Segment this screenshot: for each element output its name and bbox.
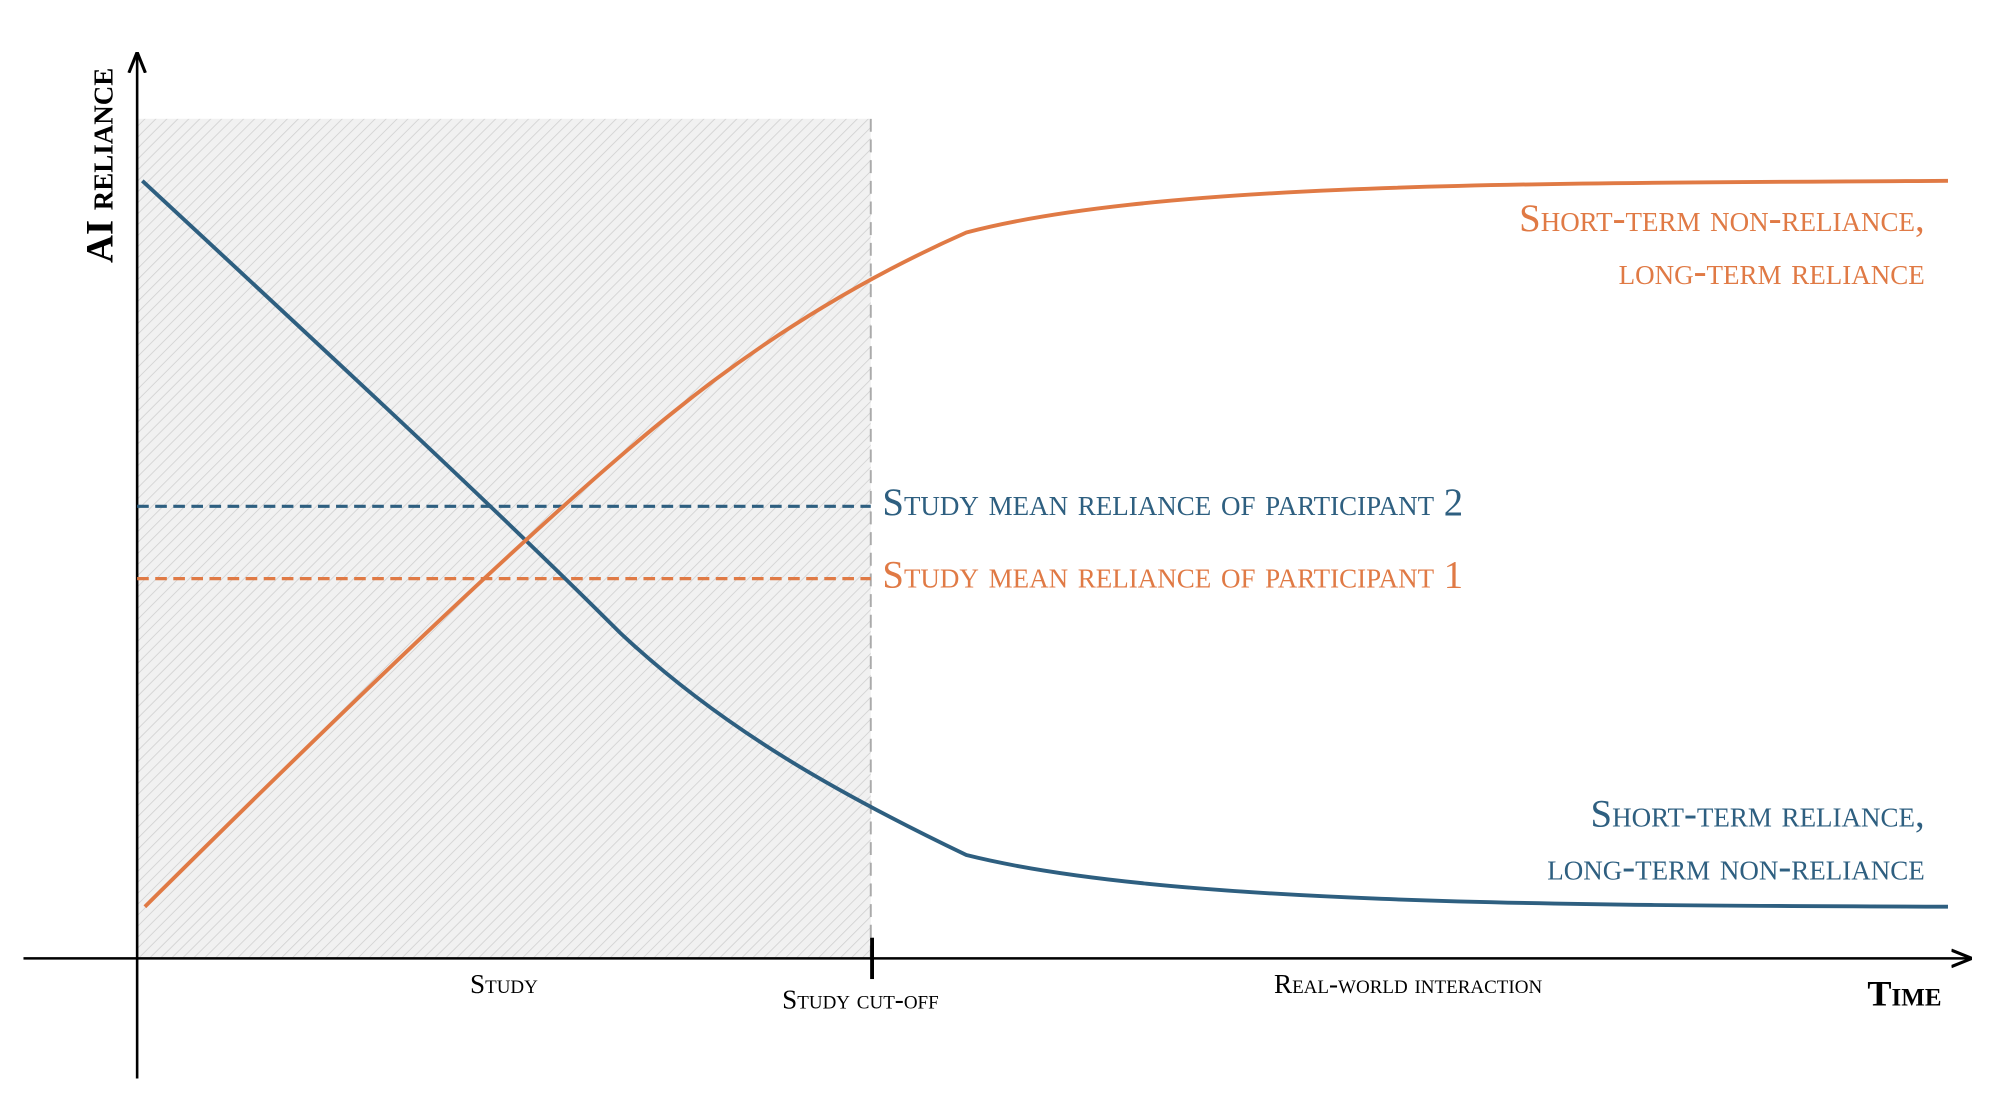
study-label: Study [470,969,538,999]
mean-label-1: Study mean reliance of participant 1 [882,554,1463,597]
study-region [137,118,871,959]
blue-curve-label: long-term non-reliance [1547,845,1924,888]
x-axis-label: Time [1867,973,1941,1013]
real-world-label: Real-world interaction [1274,969,1542,999]
orange-curve-label: long-term reliance [1619,250,1925,293]
cutoff-label: Study cut-off [782,985,939,1015]
orange-curve-label: Short-term non-reliance, [1519,197,1925,240]
blue-curve [140,179,1948,909]
y-axis-label: AI reliance [78,68,121,263]
mean-label-2: Study mean reliance of participant 2 [882,481,1463,524]
orange-curve [143,178,1948,909]
blue-curve-label: Short-term reliance, [1591,792,1925,835]
